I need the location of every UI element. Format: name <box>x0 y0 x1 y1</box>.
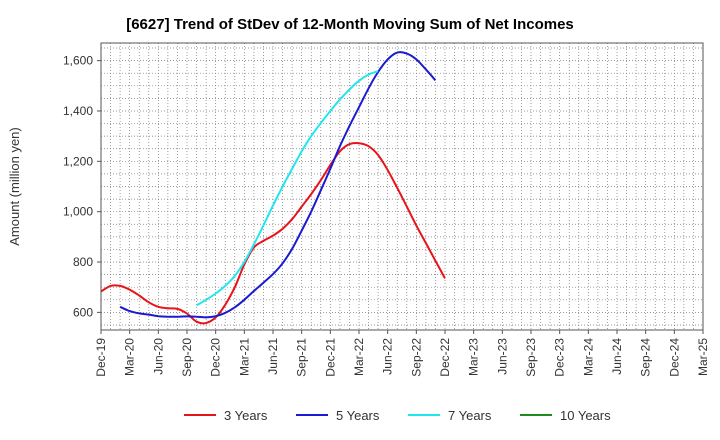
legend: 3 Years 5 Years 7 Years 10 Years <box>184 408 611 423</box>
x-tick-label: Jun-23 <box>495 338 509 375</box>
series-lines <box>100 51 446 325</box>
y-tick-label: 1,200 <box>63 154 93 168</box>
x-tick-label: Dec-24 <box>667 338 681 377</box>
x-tick-label: Dec-22 <box>438 338 452 377</box>
plot-frame <box>100 42 704 331</box>
y-axis-ticks: 600 800 1,000 1,200 1,400 1,600 <box>63 54 101 319</box>
x-tick-label: Dec-20 <box>209 338 223 377</box>
legend-label: 3 Years <box>224 408 268 423</box>
x-tick-label: Sep-23 <box>524 338 538 377</box>
y-tick-label: 1,600 <box>63 54 93 68</box>
x-tick-label: Jun-24 <box>610 338 624 375</box>
x-axis-ticks: Dec-19 Mar-20 Jun-20 Sep-20 Dec-20 Mar-21 Jun-… <box>94 330 710 377</box>
x-tick-label: Sep-24 <box>639 338 653 377</box>
x-tick-label: Dec-21 <box>323 338 337 377</box>
y-tick-label: 1,000 <box>63 205 93 219</box>
y-tick-label: 1,400 <box>63 104 93 118</box>
legend-label: 5 Years <box>336 408 380 423</box>
legend-label: 10 Years <box>560 408 611 423</box>
grid-lines <box>101 43 703 330</box>
x-tick-label: Jun-20 <box>151 338 165 375</box>
x-tick-label: Jun-22 <box>381 338 395 375</box>
series-line-3-years <box>100 142 446 325</box>
y-tick-label: 600 <box>73 305 93 319</box>
x-tick-label: Mar-22 <box>352 338 366 376</box>
x-tick-label: Mar-25 <box>696 338 710 376</box>
series-line-7-years <box>196 70 379 307</box>
x-tick-label: Dec-23 <box>553 338 567 377</box>
x-tick-label: Mar-20 <box>123 338 137 376</box>
y-tick-label: 800 <box>73 255 93 269</box>
series-line-5-years <box>119 51 437 319</box>
x-tick-label: Sep-20 <box>180 338 194 377</box>
x-tick-label: Dec-19 <box>94 338 108 377</box>
chart-title: [6627] Trend of StDev of 12-Month Moving… <box>126 16 574 33</box>
x-tick-label: Sep-22 <box>409 338 423 377</box>
legend-label: 7 Years <box>448 408 492 423</box>
x-tick-label: Mar-23 <box>467 338 481 376</box>
y-axis-label: Amount (million yen) <box>7 127 22 246</box>
x-tick-label: Mar-24 <box>581 338 595 376</box>
x-tick-label: Mar-21 <box>237 338 251 376</box>
x-tick-label: Jun-21 <box>266 338 280 375</box>
x-tick-label: Sep-21 <box>295 338 309 377</box>
